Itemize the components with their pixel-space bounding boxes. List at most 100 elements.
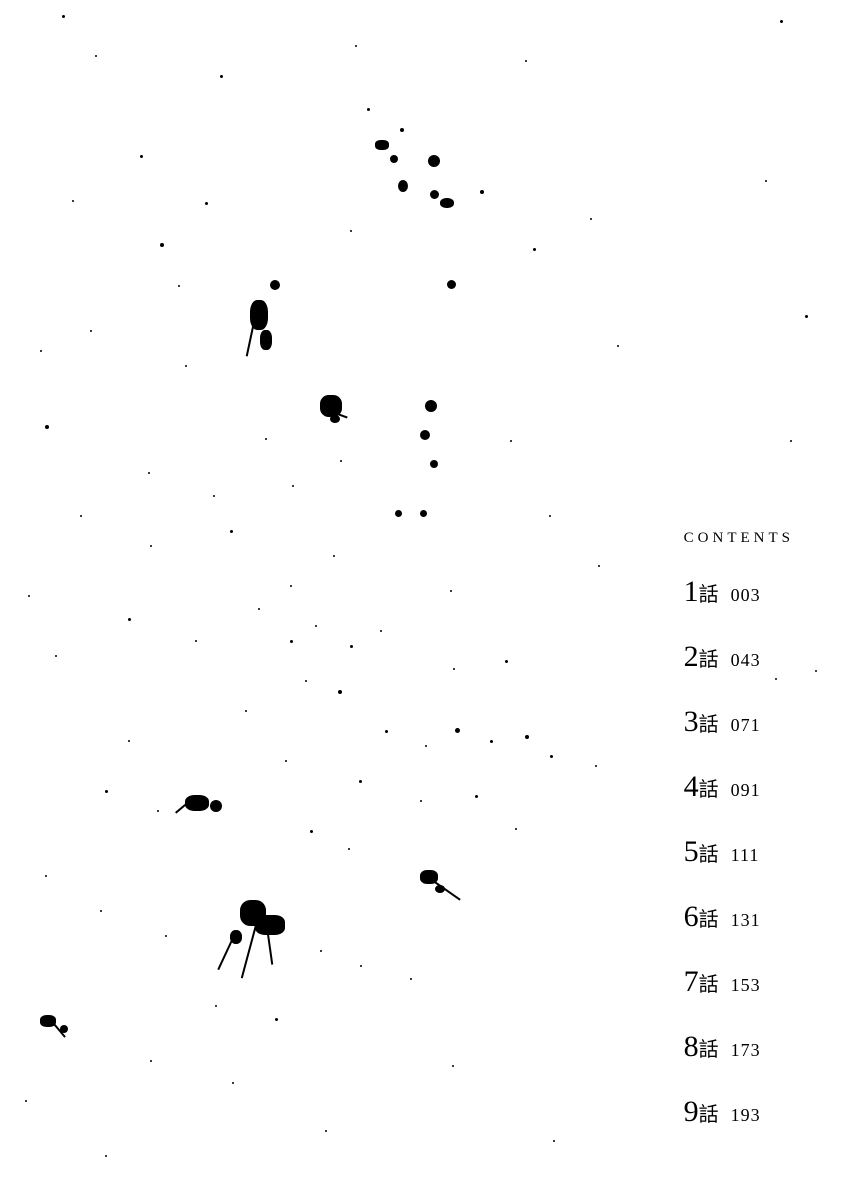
ink-speck [45, 425, 49, 429]
ink-speck [450, 590, 452, 592]
ink-speck [62, 15, 65, 18]
ink-blob [425, 400, 437, 412]
ink-speck [265, 438, 267, 440]
ink-speck [525, 60, 527, 62]
chapter-row: 9話193 [684, 1095, 794, 1129]
ink-speck [195, 640, 197, 642]
ink-speck [160, 243, 164, 247]
chapter-row: 3話 071 [684, 705, 794, 739]
chapter-suffix: 話 [699, 773, 719, 802]
chapter-number: 4 [684, 770, 699, 804]
ink-speck [128, 740, 130, 742]
ink-speck [452, 1065, 454, 1067]
ink-smear [428, 877, 460, 900]
ink-speck [595, 765, 597, 767]
contents-page: CONTENTS 1話0032話0433話0714話0915話1116話1317… [0, 0, 844, 1200]
chapter-number: 7 [684, 965, 699, 999]
ink-speck [72, 200, 74, 202]
ink-splatter-art [0, 0, 650, 1200]
ink-blob [447, 280, 456, 289]
contents-heading: CONTENTS [684, 530, 794, 547]
ink-speck [245, 710, 247, 712]
ink-speck [232, 1082, 234, 1084]
ink-speck [140, 155, 143, 158]
ink-blob [270, 280, 280, 290]
chapter-number: 2 [684, 640, 699, 674]
chapter-list: 1話0032話0433話0714話0915話1116話1317話1538話173… [684, 575, 794, 1129]
chapter-page: 111 [731, 845, 760, 866]
chapter-number: 9 [684, 1095, 699, 1129]
ink-speck [157, 810, 159, 812]
ink-smear [217, 938, 234, 971]
chapter-number: 3 [684, 705, 699, 739]
ink-speck [815, 670, 817, 672]
chapter-suffix: 話 [699, 903, 719, 932]
ink-blob [398, 180, 408, 192]
ink-blob [390, 155, 398, 163]
chapter-row: 5話 111 [684, 835, 794, 869]
ink-speck [590, 218, 592, 220]
ink-speck [305, 680, 307, 682]
ink-speck [475, 795, 478, 798]
ink-speck [185, 365, 187, 367]
ink-speck [285, 760, 287, 762]
ink-speck [40, 350, 42, 352]
ink-blob [330, 415, 340, 423]
ink-blob [430, 460, 438, 468]
ink-blob [420, 430, 430, 440]
ink-speck [338, 690, 342, 694]
chapter-suffix: 話 [699, 578, 719, 607]
ink-speck [480, 190, 484, 194]
chapter-number: 6 [684, 900, 699, 934]
ink-speck [598, 565, 600, 567]
ink-smear [241, 925, 257, 979]
chapter-number: 8 [684, 1030, 699, 1064]
ink-speck [310, 830, 313, 833]
ink-speck [55, 655, 57, 657]
ink-speck [150, 1060, 152, 1062]
ink-speck [128, 618, 131, 621]
chapter-row: 2話043 [684, 640, 794, 674]
ink-blob [420, 510, 427, 517]
chapter-suffix: 話 [699, 708, 719, 737]
ink-speck [617, 345, 619, 347]
ink-speck [790, 440, 792, 442]
chapter-suffix: 話 [699, 643, 719, 672]
chapter-suffix: 話 [699, 838, 719, 867]
ink-blob [255, 915, 285, 935]
ink-blob [428, 155, 440, 167]
ink-speck [220, 75, 223, 78]
chapter-number: 5 [684, 835, 699, 869]
ink-speck [505, 660, 508, 663]
ink-speck [410, 978, 412, 980]
chapter-row: 4話 091 [684, 770, 794, 804]
ink-speck [385, 730, 388, 733]
ink-blob [375, 140, 389, 150]
ink-speck [258, 608, 260, 610]
ink-speck [95, 55, 97, 57]
ink-speck [290, 585, 292, 587]
chapter-page: 091 [731, 780, 761, 801]
ink-speck [350, 645, 353, 648]
ink-speck [150, 545, 152, 547]
ink-speck [90, 330, 92, 332]
ink-speck [510, 440, 512, 442]
ink-speck [780, 20, 783, 23]
chapter-page: 071 [731, 715, 761, 736]
ink-speck [805, 315, 808, 318]
chapter-row: 8話173 [684, 1030, 794, 1064]
chapter-page: 131 [731, 910, 761, 931]
ink-speck [105, 790, 108, 793]
ink-speck [360, 965, 362, 967]
ink-speck [315, 625, 317, 627]
ink-speck [45, 875, 47, 877]
ink-speck [290, 640, 293, 643]
ink-speck [420, 800, 422, 802]
ink-blob [260, 330, 272, 350]
ink-speck [400, 128, 404, 132]
ink-speck [148, 472, 150, 474]
ink-speck [550, 755, 553, 758]
ink-speck [533, 248, 536, 251]
ink-speck [25, 1100, 27, 1102]
ink-speck [350, 230, 352, 232]
